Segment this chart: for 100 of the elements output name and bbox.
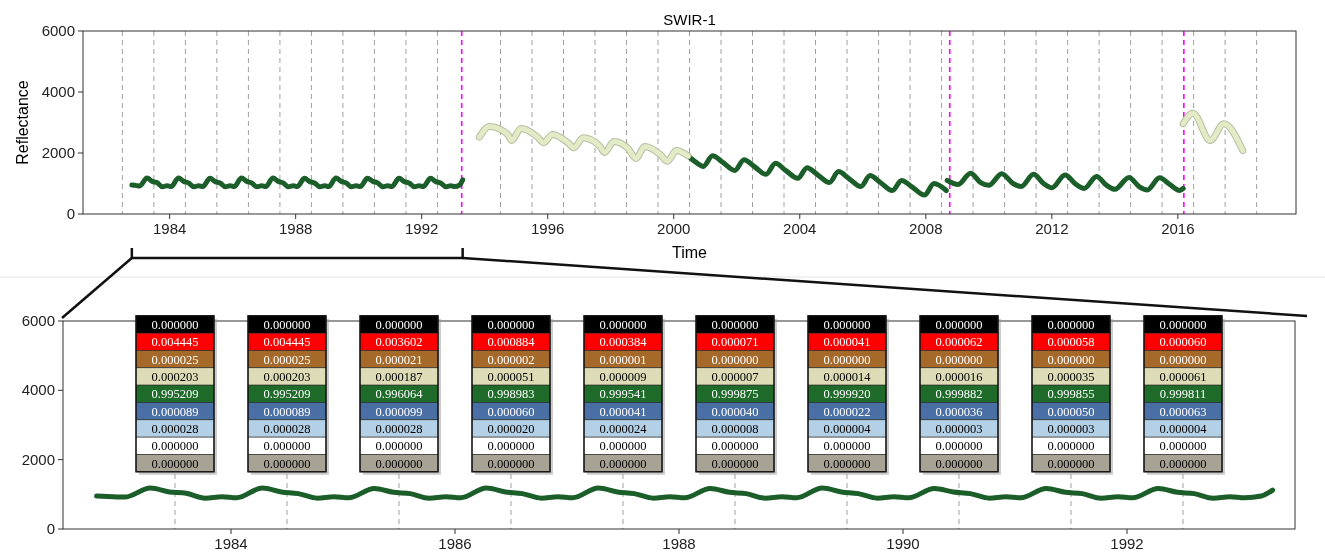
y-axis-title: Reflectance [14,80,31,165]
annotation: 0.000000 [487,317,535,332]
annotation: 0.000016 [935,369,983,384]
x-tick-label: 1984 [152,220,187,237]
annotation: 0.000040 [711,404,759,419]
annotation: 0.000089 [263,404,311,419]
annotation: 0.999811 [1159,387,1207,402]
annotation: 0.000000 [935,456,983,471]
annotation: 0.000000 [1047,352,1095,367]
annotation: 0.003602 [375,335,423,350]
annotation: 0.000000 [711,317,759,332]
annotation: 0.998983 [487,387,535,402]
annotation: 0.000000 [151,456,199,471]
annotation: 0.000028 [151,421,199,436]
annotation: 0.999920 [823,387,871,402]
annotation: 0.000036 [935,404,983,419]
x-tick-label: 2004 [783,220,817,237]
annotation: 0.000089 [151,404,199,419]
annotation: 0.000028 [375,421,423,436]
y-tick-label: 2000 [41,144,75,161]
x-tick-label: 2008 [909,220,943,237]
annotation: 0.000000 [935,352,983,367]
annotation: 0.000000 [487,456,535,471]
annotation: 0.000000 [1047,439,1095,454]
annotation: 0.000035 [1047,369,1095,384]
annotation: 0.004445 [263,335,311,350]
annotation: 0.000000 [1159,352,1207,367]
annotation: 0.000020 [487,421,535,436]
annotation: 0.000000 [935,317,983,332]
annotation: 0.000021 [375,352,423,367]
annotation: 0.000384 [599,335,648,350]
annotation: 0.000000 [711,456,759,471]
annotation: 0.000062 [935,335,983,350]
annotation: 0.000203 [151,369,199,384]
x-axis-title: Time [672,244,708,261]
x-tick-label: 1988 [662,535,696,552]
annotation: 0.000071 [711,335,759,350]
x-tick-label: 1992 [405,220,439,237]
annotation: 0.000000 [935,439,983,454]
annotation: 0.000025 [263,352,311,367]
annotation: 0.000000 [711,352,759,367]
annotation: 0.000002 [487,352,535,367]
annotation: 0.000024 [599,421,648,436]
x-tick-label: 2012 [1035,220,1069,237]
annotation: 0.999541 [599,387,647,402]
annotation: 0.000000 [263,439,311,454]
annotation: 0.000001 [599,352,647,367]
x-tick-label: 1990 [886,535,920,552]
annotation: 0.000884 [487,335,536,350]
annotation: 0.000000 [823,317,871,332]
annotation: 0.000000 [151,439,199,454]
x-tick-label: 2016 [1161,220,1195,237]
annotation: 0.000000 [599,456,647,471]
annotation: 0.995209 [263,387,311,402]
annotation: 0.000000 [1047,317,1095,332]
annotation: 0.000099 [375,404,423,419]
annotation: 0.000003 [1047,421,1095,436]
annotation: 0.000000 [823,352,871,367]
annotation: 0.000000 [487,439,535,454]
annotation: 0.000060 [487,404,535,419]
annotation: 0.000009 [599,369,647,384]
annotation: 0.000187 [375,369,423,384]
annotation: 0.000014 [823,369,872,384]
annotation: 0.000061 [1159,369,1207,384]
annotation: 0.999875 [711,387,759,402]
annotation: 0.000003 [935,421,983,436]
annotation: 0.000000 [599,439,647,454]
y-tick-label: 6000 [21,312,55,329]
annotation: 0.000050 [1047,404,1095,419]
annotation: 0.000000 [1159,317,1207,332]
annotation: 0.000058 [1047,335,1095,350]
y-tick-label: 0 [46,520,55,537]
annotation: 0.000000 [151,317,199,332]
annotation: 0.000000 [375,456,423,471]
annotation: 0.000000 [1047,456,1095,471]
y-tick-label: 6000 [41,22,75,39]
annotation: 0.995209 [151,387,199,402]
y-tick-label: 2000 [21,450,55,468]
annotation: 0.000004 [1159,421,1208,436]
annotation: 0.000063 [1159,404,1207,419]
x-tick-label: 1992 [1110,535,1144,552]
x-tick-label: 1986 [438,535,472,552]
annotation: 0.000041 [823,335,871,350]
annotation: 0.000000 [599,317,647,332]
annotation: 0.000008 [711,421,759,436]
annotation: 0.000000 [1159,456,1207,471]
annotation: 0.000025 [151,352,199,367]
x-tick-label: 1996 [531,220,565,237]
x-tick-label: 1988 [278,220,313,237]
annotation: 0.000004 [823,421,872,436]
annotation: 0.000203 [263,369,311,384]
annotation: 0.000000 [823,456,871,471]
annotation: 0.000000 [263,317,311,332]
annotation: 0.004445 [151,335,199,350]
annotation: 0.000028 [263,421,311,436]
y-tick-label: 4000 [21,381,55,399]
annotation: 0.999855 [1047,387,1095,402]
annotation: 0.000007 [711,369,759,384]
chart-title: SWIR-1 [663,11,716,28]
annotation: 0.996064 [375,387,424,402]
